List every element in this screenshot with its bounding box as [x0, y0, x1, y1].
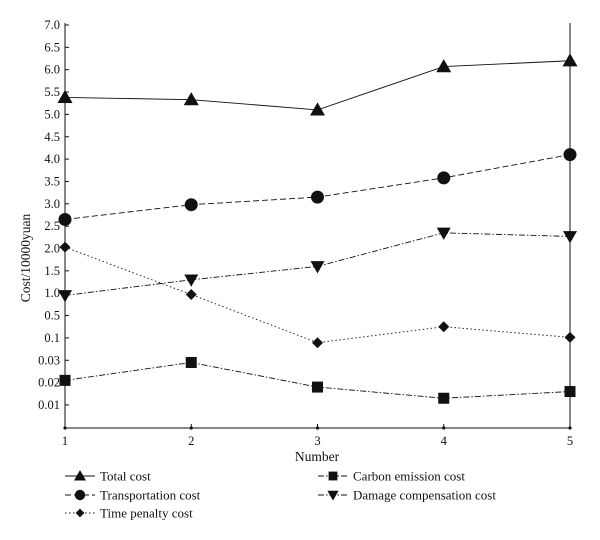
x-tick-dot	[189, 426, 193, 430]
data-point	[59, 241, 71, 253]
data-point	[438, 321, 450, 333]
y-axis-ticks: 0.01 0.02 0.03 0.1 0.5 1.0 1.5 2.0 2.5 3.0 3.5 4.0 4…	[38, 18, 69, 412]
plot-frame	[64, 23, 571, 429]
data-point	[310, 102, 325, 116]
y-tick-label: 1.5	[44, 264, 60, 278]
x-tick-dot	[63, 426, 67, 430]
legend: Total cost Transportation cost Time penalt…	[65, 469, 496, 521]
y-tick-label: 0.01	[38, 398, 60, 412]
x-axis-title: Number	[295, 449, 340, 464]
data-point	[563, 231, 577, 244]
x-tick-label: 5	[567, 434, 573, 448]
legend-marker	[328, 471, 338, 481]
data-point	[312, 381, 323, 393]
series-transportation-cost	[58, 148, 577, 226]
data-point	[184, 198, 198, 212]
x-tick-dot	[315, 426, 320, 430]
y-tick-label: 3.0	[44, 197, 60, 211]
y-tick-label: 6.5	[44, 40, 60, 54]
y-tick-label: 4.0	[44, 152, 60, 166]
legend-marker	[74, 489, 86, 501]
y-tick-label: 0.03	[38, 353, 60, 367]
x-tick-label: 2	[188, 434, 194, 448]
legend-item: Damage compensation cost	[318, 488, 496, 503]
y-tick-label: 5.0	[44, 107, 60, 121]
series-line	[64, 154, 571, 220]
data-point	[564, 331, 576, 343]
y-tick-label: 1.0	[44, 286, 60, 300]
data-point	[183, 92, 199, 106]
y-tick-label: 2.5	[44, 219, 60, 233]
data-point	[185, 289, 197, 301]
x-tick-label: 1	[62, 434, 68, 448]
series-total-cost	[57, 53, 578, 116]
data-point	[58, 290, 72, 303]
y-tick-label: 0.1	[44, 331, 60, 345]
legend-item: Time penalty cost	[65, 506, 193, 521]
series-line	[64, 362, 571, 399]
data-point	[437, 171, 451, 185]
legend-item: Transportation cost	[65, 488, 201, 503]
y-tick-label: 0.02	[38, 376, 60, 390]
y-tick-label: 4.5	[44, 130, 60, 144]
series-damage-compensation-cost	[58, 227, 577, 303]
y-tick-label: 5.5	[44, 85, 60, 99]
legend-marker	[74, 470, 86, 481]
y-tick-label: 2.0	[44, 242, 60, 256]
legend-label: Transportation cost	[100, 488, 201, 503]
data-point	[562, 53, 578, 67]
data-point	[59, 374, 71, 386]
series-layer	[57, 53, 578, 404]
series-carbon-emission-cost	[59, 356, 576, 404]
x-axis-ticks: 1 2 3 4 5	[62, 424, 573, 448]
y-axis-title: Cost/10000yuan	[18, 214, 33, 303]
data-point	[184, 274, 199, 287]
data-point	[310, 261, 325, 274]
data-point	[563, 148, 577, 162]
data-point	[436, 59, 452, 73]
series-time-penalty-cost	[59, 241, 576, 349]
x-tick-label: 3	[314, 434, 320, 448]
legend-label: Carbon emission cost	[353, 469, 465, 484]
data-point	[312, 337, 323, 349]
legend-label: Total cost	[100, 469, 151, 484]
y-tick-label: 0.5	[44, 309, 60, 323]
legend-label: Damage compensation cost	[353, 488, 496, 503]
x-tick-dot	[442, 426, 446, 430]
x-tick-label: 4	[441, 434, 448, 448]
data-point	[58, 212, 72, 226]
y-tick-label: 3.5	[44, 174, 60, 188]
legend-marker	[75, 508, 85, 518]
data-point	[311, 190, 324, 204]
data-point	[564, 386, 576, 398]
data-point	[57, 89, 73, 104]
data-point	[185, 356, 197, 368]
data-point	[436, 227, 451, 240]
y-tick-label: 7.0	[44, 18, 60, 32]
legend-marker	[327, 490, 339, 501]
x-tick-dot	[568, 426, 572, 430]
y-tick-label: 6.0	[44, 63, 60, 77]
data-point	[438, 392, 450, 404]
legend-label: Time penalty cost	[100, 506, 193, 521]
legend-item: Total cost	[65, 469, 151, 484]
legend-item: Carbon emission cost	[318, 469, 465, 484]
